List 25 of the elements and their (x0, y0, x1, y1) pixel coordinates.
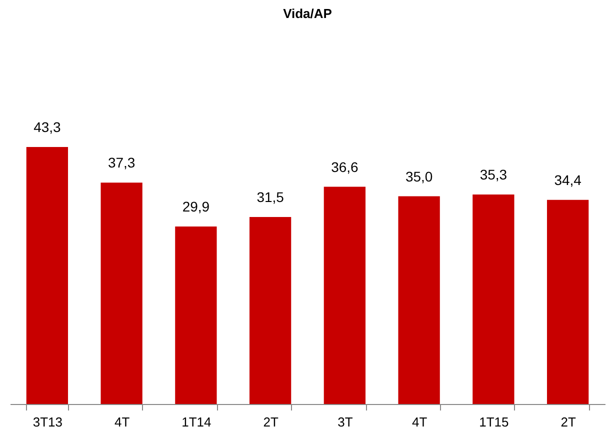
data-label: 43,3 (34, 119, 62, 135)
data-label: 35,3 (480, 166, 508, 182)
bar (100, 182, 142, 404)
data-label: 37,3 (108, 154, 136, 171)
bar (546, 200, 589, 404)
x-tick-label: 2T (263, 414, 278, 430)
x-tick-label: 1T15 (479, 414, 509, 430)
x-tick-label: 4T (114, 414, 130, 430)
bar (26, 147, 68, 404)
x-tick-label: 4T (412, 414, 428, 430)
data-label: 29,9 (182, 198, 210, 215)
x-tick-label: 2T (560, 414, 576, 430)
data-label: 31,5 (256, 189, 284, 206)
data-label: 34,4 (554, 172, 582, 188)
bar (175, 226, 217, 404)
x-tick-label: 1T14 (182, 414, 212, 430)
bar (249, 217, 292, 404)
chart-title: Vida/AP (283, 6, 332, 21)
x-tick-label: 3T (338, 414, 353, 430)
bar (398, 196, 440, 404)
x-tick-label: 3T13 (32, 414, 63, 430)
data-label: 36,6 (331, 158, 359, 175)
bar (472, 194, 514, 404)
bar (324, 186, 366, 404)
data-label: 35,0 (405, 168, 433, 184)
